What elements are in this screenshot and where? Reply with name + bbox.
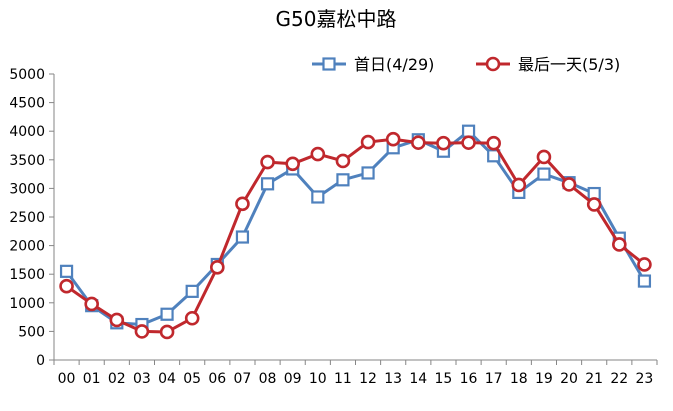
- legend: 首日(4/29) 最后一天(5/3): [312, 55, 620, 74]
- data-point-circle: [59, 278, 74, 294]
- data-point-square: [59, 264, 74, 278]
- data-point-circle: [511, 177, 527, 193]
- x-tick-label: 08: [259, 371, 277, 387]
- x-tick-label: 04: [158, 371, 176, 387]
- data-point-circle: [84, 296, 99, 312]
- data-point-circle: [335, 153, 351, 169]
- data-point-circle: [360, 134, 376, 150]
- data-point-square: [185, 284, 199, 298]
- data-point-square: [311, 190, 325, 204]
- data-point-circle: [235, 196, 250, 212]
- data-point-square: [160, 307, 174, 321]
- x-tick-label: 03: [133, 371, 151, 387]
- x-tick-label: 00: [58, 371, 76, 387]
- data-point-square: [461, 124, 476, 138]
- x-tick-label: 07: [234, 371, 252, 387]
- y-tick-label: 500: [18, 324, 45, 340]
- x-tick-label: 05: [183, 371, 201, 387]
- data-point-circle: [461, 135, 476, 150]
- data-point-circle: [561, 177, 577, 192]
- x-tick-label: 13: [384, 371, 402, 387]
- data-point-circle: [285, 156, 300, 172]
- data-point-circle: [637, 257, 652, 272]
- x-tick-label: 23: [636, 371, 654, 387]
- x-tick-label: 16: [460, 371, 478, 387]
- x-tick-label: 17: [485, 371, 503, 387]
- data-point-circle: [586, 197, 602, 212]
- data-point-circle: [536, 149, 552, 165]
- series-layer: [59, 124, 652, 340]
- x-tick-label: 20: [560, 371, 578, 387]
- y-tick-label: 2500: [9, 210, 45, 226]
- x-tick-label: 19: [535, 371, 553, 387]
- data-point-circle: [385, 131, 401, 147]
- data-point-square: [537, 167, 551, 181]
- data-point-square: [235, 230, 250, 244]
- axes: 0500100015002000250030003500400045005000…: [9, 67, 658, 387]
- data-point-square: [260, 177, 275, 191]
- legend-label: 首日(4/29): [354, 55, 434, 74]
- legend-label: 最后一天(5/3): [518, 55, 620, 74]
- data-point-circle: [210, 260, 225, 275]
- x-tick-label: 09: [284, 371, 302, 387]
- data-point-circle: [260, 154, 275, 170]
- legend-item-2: 最后一天(5/3): [476, 55, 620, 74]
- y-tick-label: 1000: [9, 296, 45, 312]
- data-point-circle: [109, 312, 125, 328]
- data-point-circle: [486, 135, 501, 151]
- data-point-circle: [436, 135, 451, 151]
- data-point-circle: [159, 324, 175, 340]
- x-tick-label: 11: [334, 371, 352, 387]
- data-point-circle: [134, 324, 150, 339]
- data-point-circle: [411, 135, 426, 150]
- series-line: [65, 137, 646, 334]
- data-point-circle: [310, 146, 326, 162]
- chart-title: G50嘉松中路: [276, 7, 397, 31]
- y-tick-label: 3500: [9, 153, 45, 169]
- y-tick-label: 2000: [9, 239, 45, 255]
- x-tick-label: 10: [309, 371, 327, 387]
- y-tick-label: 3000: [9, 181, 45, 197]
- x-tick-label: 18: [510, 371, 528, 387]
- legend-square-marker: [322, 57, 336, 71]
- data-point-square: [336, 173, 350, 187]
- x-tick-label: 15: [435, 371, 453, 387]
- y-tick-label: 4500: [9, 96, 45, 112]
- legend-circle-marker: [485, 56, 501, 72]
- y-tick-label: 1500: [9, 267, 45, 283]
- x-tick-label: 02: [108, 371, 126, 387]
- x-tick-label: 21: [585, 371, 603, 387]
- legend-item-1: 首日(4/29): [312, 55, 434, 74]
- series-2: [59, 131, 652, 340]
- y-tick-label: 5000: [9, 67, 45, 83]
- data-point-circle: [184, 310, 200, 326]
- x-tick-label: 22: [610, 371, 628, 387]
- data-point-square: [637, 274, 652, 288]
- x-tick-label: 12: [359, 371, 377, 387]
- x-tick-label: 06: [208, 371, 226, 387]
- x-tick-label: 01: [83, 371, 101, 387]
- data-point-square: [361, 166, 375, 180]
- y-tick-label: 4000: [9, 124, 45, 140]
- series-1: [59, 124, 652, 332]
- y-tick-label: 0: [36, 353, 45, 369]
- x-tick-label: 14: [409, 371, 427, 387]
- data-point-circle: [612, 237, 627, 252]
- series-line: [65, 129, 646, 327]
